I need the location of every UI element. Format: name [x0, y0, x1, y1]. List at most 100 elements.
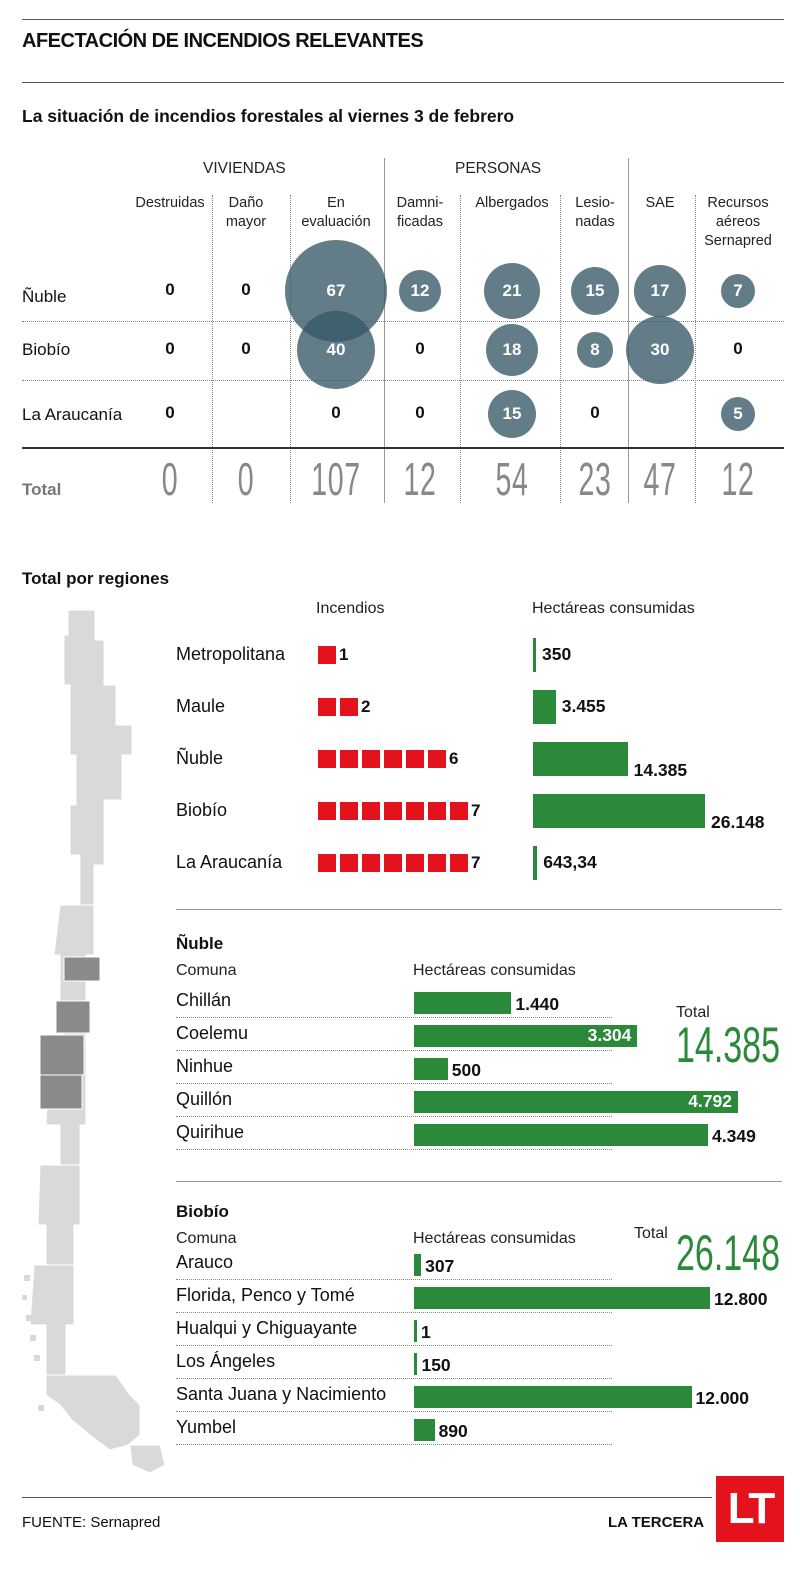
- comuna-label: Florida, Penco y Tomé: [176, 1285, 355, 1305]
- cell-value: 0: [241, 280, 251, 299]
- comuna-bar: [414, 1254, 422, 1276]
- table-subtitle: La situación de incendios forestales al …: [22, 106, 515, 126]
- column-separator: [212, 195, 213, 503]
- fire-square: [406, 802, 424, 820]
- chile-map: [22, 609, 166, 1474]
- total-value: 26.148: [676, 1225, 780, 1281]
- column-header: Recursos aéreos Sernapred: [704, 195, 772, 249]
- comuna-bar: [414, 1025, 638, 1047]
- comuna-separator: [176, 1116, 612, 1117]
- fire-count: 7: [471, 801, 481, 820]
- comuna-value: 12.000: [695, 1388, 750, 1408]
- column-separator: [695, 195, 696, 503]
- bubble: 30: [626, 316, 694, 384]
- comuna-separator: [176, 1017, 612, 1018]
- comuna-separator: [176, 1444, 612, 1445]
- source-note: FUENTE: Sernapred: [22, 1514, 161, 1531]
- bubble: 17: [634, 265, 686, 317]
- comuna-bar: [414, 1124, 709, 1146]
- total-label: Total: [22, 480, 62, 499]
- cell-value: 0: [165, 403, 175, 422]
- fire-square: [318, 802, 336, 820]
- regions-header-incendios: Incendios: [316, 600, 385, 617]
- comuna-separator: [176, 1083, 612, 1084]
- column-separator: [560, 195, 561, 503]
- comuna-label: Yumbel: [176, 1417, 237, 1437]
- cell-value: 0: [241, 339, 251, 358]
- comuna-value: 150: [421, 1355, 451, 1375]
- column-separator: [628, 158, 629, 503]
- regions-header-hectareas: Hectáreas consumidas: [532, 600, 695, 617]
- comuna-label: Los Ángeles: [176, 1351, 276, 1371]
- column-separator: [460, 195, 461, 503]
- fire-square: [362, 854, 380, 872]
- comuna-separator: [176, 1149, 612, 1150]
- comuna-value: 1: [421, 1322, 431, 1342]
- bubble: 12: [398, 269, 442, 313]
- page-title: AFECTACIÓN DE INCENDIOS RELEVANTES: [22, 30, 424, 52]
- row-separator: [22, 321, 784, 322]
- comuna-separator: [176, 1345, 612, 1346]
- fire-square: [340, 854, 358, 872]
- regions-title: Total por regiones: [22, 569, 170, 588]
- comuna-chart-title: Biobío: [176, 1202, 229, 1221]
- hectare-header: Hectáreas consumidas: [413, 962, 576, 979]
- cell-value: 0: [590, 403, 600, 422]
- comuna-bar: [414, 1287, 710, 1309]
- total-value: 23: [578, 453, 612, 505]
- column-header: SAE: [645, 195, 675, 211]
- total-value: 12: [403, 453, 437, 505]
- comuna-bar: [414, 1353, 418, 1375]
- comuna-separator: [176, 1378, 612, 1379]
- comuna-label: Arauco: [176, 1252, 234, 1272]
- comuna-chart-title: Ñuble: [176, 934, 224, 953]
- title-rule: [22, 82, 784, 83]
- bubble: 40: [296, 310, 376, 390]
- total-value: 0: [237, 453, 255, 505]
- comuna-bar: [414, 1419, 435, 1441]
- fire-square: [428, 750, 446, 768]
- column-header: Damni-ficadas: [396, 195, 444, 230]
- hectare-bar: [533, 794, 705, 828]
- cell-value: 0: [415, 403, 425, 422]
- column-separator: [384, 158, 385, 503]
- bubble: 8: [577, 332, 613, 368]
- fire-square: [318, 750, 336, 768]
- fire-square: [340, 802, 358, 820]
- fire-count: 6: [449, 749, 459, 768]
- hectare-bar: [533, 690, 556, 724]
- fire-count: 2: [361, 697, 371, 716]
- group-viviendas: VIVIENDAS: [203, 160, 286, 177]
- comuna-label: Hualqui y Chiguayante: [176, 1318, 358, 1338]
- total-value: 0: [161, 453, 179, 505]
- bubble: 5: [721, 397, 755, 431]
- comuna-value: 307: [425, 1256, 455, 1276]
- column-header: Lesio-nadas: [575, 195, 615, 230]
- fire-square: [318, 854, 336, 872]
- region-label: Ñuble: [176, 748, 224, 768]
- comuna-bar: [414, 992, 512, 1014]
- fire-square: [362, 750, 380, 768]
- top-rule: [22, 19, 784, 20]
- cell-value: 0: [733, 339, 743, 358]
- cell-value: 0: [165, 339, 175, 358]
- comuna-value: 500: [451, 1060, 481, 1080]
- biobio-rule: [176, 1181, 782, 1182]
- fire-square: [384, 802, 402, 820]
- region-label: Maule: [176, 696, 226, 716]
- hectare-bar: [533, 742, 628, 776]
- fire-square: [318, 698, 336, 716]
- comuna-bar: [414, 1320, 417, 1342]
- comuna-header: Comuna: [176, 962, 237, 979]
- total-value: 47: [643, 453, 677, 505]
- comuna-bar: [414, 1386, 692, 1408]
- column-header: Destruidas: [135, 195, 205, 211]
- brand-name: LA TERCERA: [608, 1514, 705, 1531]
- hectare-bar: [533, 846, 538, 880]
- comuna-value: 1.440: [515, 994, 560, 1014]
- comuna-label: Ninhue: [176, 1056, 234, 1076]
- fire-square: [406, 854, 424, 872]
- cell-value: 0: [415, 339, 425, 358]
- comuna-separator: [176, 1279, 612, 1280]
- total-value: 14.385: [676, 1017, 780, 1073]
